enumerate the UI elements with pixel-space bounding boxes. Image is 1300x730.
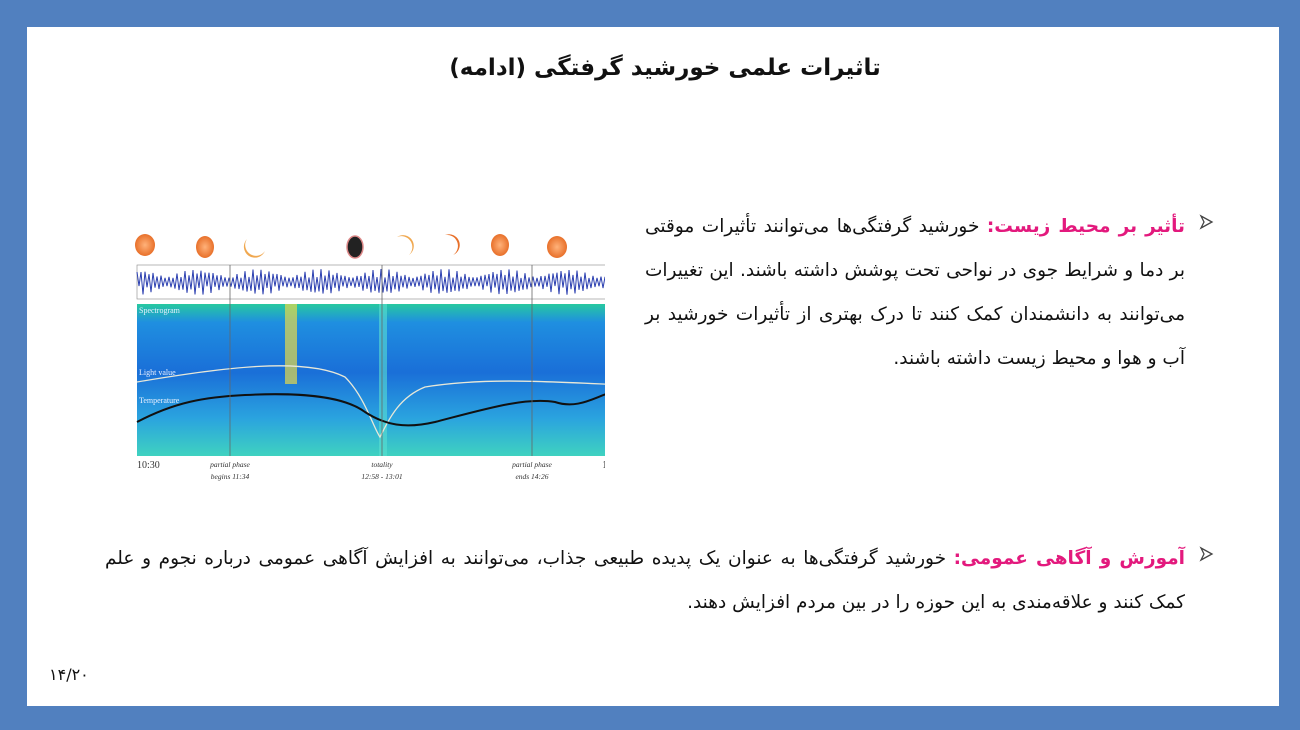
time-label: 15:30 xyxy=(602,460,605,471)
slide-title: تاثیرات علمی خورشید گرفتگی (ادامه) xyxy=(449,55,881,81)
time-label: totality xyxy=(371,460,393,469)
bullet-heading: آموزش و آگاهی عمومی: xyxy=(953,548,1185,569)
time-label: ends 14:26 xyxy=(515,472,548,481)
bullet-1: تأثیر بر محیط زیست: خورشید گرفتگی‌ها می‌… xyxy=(645,205,1185,381)
eclipse-figure: Spectrogram Light value Temperature 10:3… xyxy=(135,234,605,481)
bullet-body: خورشید گرفتگی‌ها می‌توانند تأثیرات موقتی… xyxy=(645,216,1185,369)
slide: تاثیرات علمی خورشید گرفتگی (ادامه) xyxy=(27,27,1279,706)
bullet-2: آموزش و آگاهی عمومی: خورشید گرفتگی‌ها به… xyxy=(105,537,1185,625)
time-label: 12:58 - 13:01 xyxy=(361,472,402,481)
time-labels: 10:30 partial phase begins 11:34 totality 12… xyxy=(137,460,605,481)
bullet-arrow xyxy=(1199,214,1214,230)
time-label: 10:30 xyxy=(137,460,160,471)
bullet-heading: تأثیر بر محیط زیست: xyxy=(986,216,1185,237)
eclipse-phases xyxy=(135,234,567,259)
page-number: ۱۴/۲۰ xyxy=(49,665,89,684)
bullet-body: خورشید گرفتگی‌ها به عنوان یک پدیده طبیعی… xyxy=(105,548,1185,613)
spectrogram xyxy=(137,304,605,456)
time-label: begins 11:34 xyxy=(211,472,250,481)
time-label: partial phase xyxy=(511,460,552,469)
light-label: Light value xyxy=(139,368,176,377)
bullet-arrow xyxy=(1199,546,1214,562)
time-label: partial phase xyxy=(209,460,250,469)
spectrogram-label: Spectrogram xyxy=(139,306,181,315)
waveform xyxy=(136,268,605,295)
temperature-label: Temperature xyxy=(139,396,180,405)
